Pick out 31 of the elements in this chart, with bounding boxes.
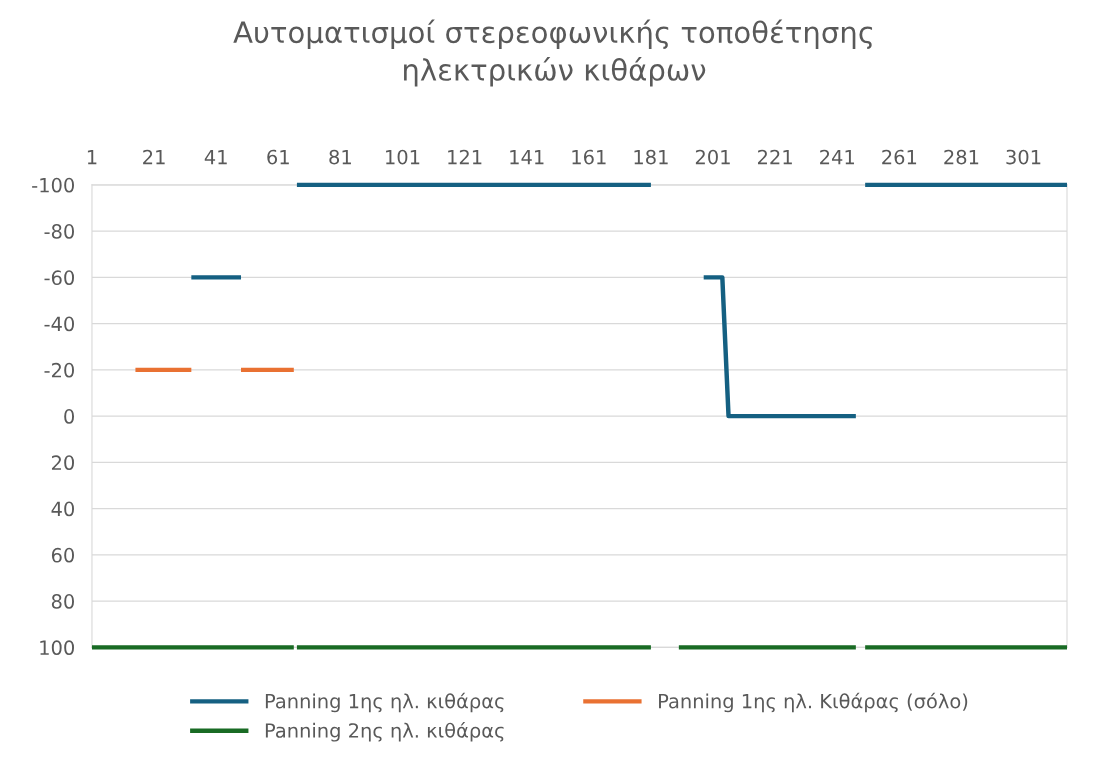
y-tick-label: 0 [64,409,75,424]
x-tick-label: 141 [510,149,544,165]
x-tick-label: 1 [87,149,97,165]
x-tick-label: 101 [386,149,420,165]
x-tick-label: 121 [448,149,482,165]
y-tick-label: 80 [51,594,75,609]
x-tick-label: 241 [820,149,854,165]
x-tick-label: 281 [944,149,979,165]
x-tick-label: 81 [329,149,351,165]
legend-label: Panning 1ης ηλ. Κιθάρας (σόλο) [659,692,968,713]
x-tick-label: 61 [267,149,289,165]
x-tick-label: 21 [143,149,165,165]
x-tick-label: 221 [757,149,792,165]
x-tick-label: 41 [204,149,227,165]
legend-label: Panning 2ης ηλ. κιθάρας [265,722,504,742]
y-tick-label: -40 [44,316,75,332]
y-tick-label: 40 [51,501,75,517]
x-tick-label: 261 [882,149,917,165]
y-tick-label: -60 [44,270,75,286]
y-tick-label: 60 [51,547,75,563]
y-tick-label: 20 [51,455,75,471]
x-tick-label: 181 [634,149,668,165]
x-tick-label: 201 [695,149,730,165]
legend-label: Panning 1ης ηλ. κιθάρας [265,692,504,713]
x-tick-label: 161 [572,149,606,165]
x-tick-label: 301 [1006,149,1041,165]
y-tick-label: -100 [32,177,75,193]
y-tick-label: -80 [44,224,75,239]
chart-title: Αυτοματισμοί στερεοφωνικής τοποθέτησης ηλεκτρικών κιθάρων [233,19,873,87]
y-tick-label: 100 [40,640,75,656]
y-tick-label: -20 [44,362,75,378]
